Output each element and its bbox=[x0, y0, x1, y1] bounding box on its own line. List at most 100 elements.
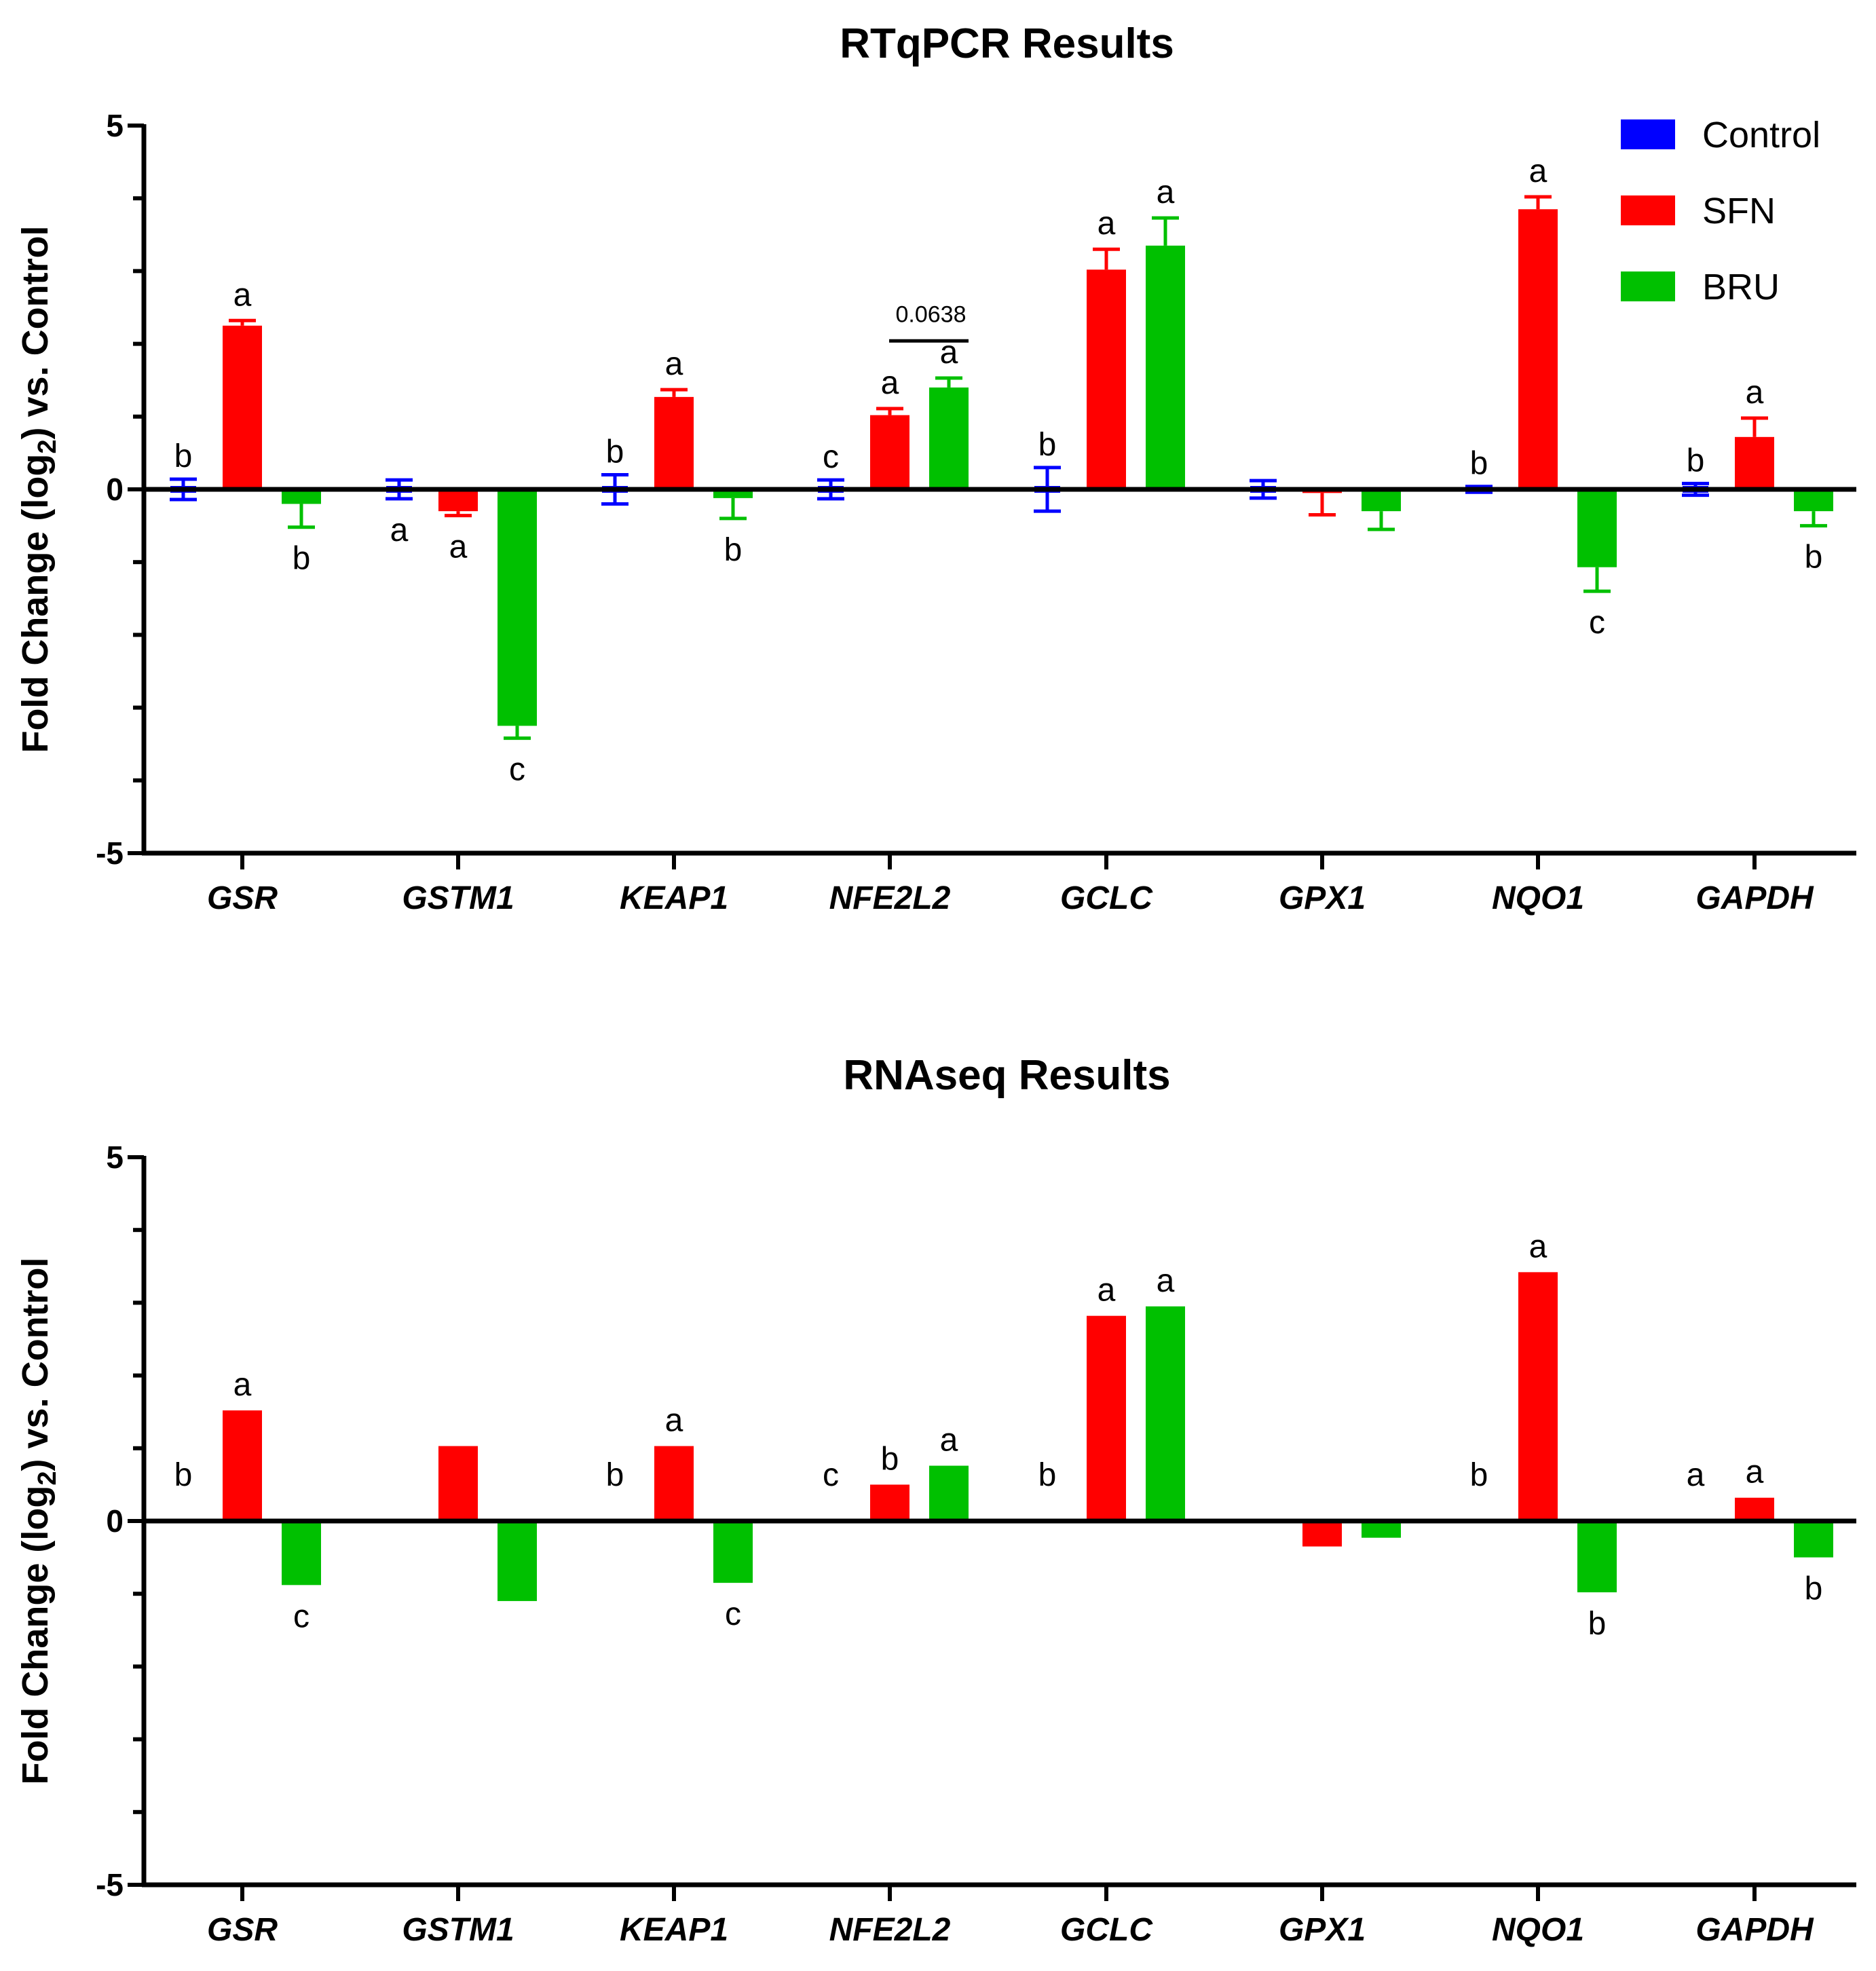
bar-sfn-gapdh bbox=[1735, 436, 1774, 489]
significance-letter: c bbox=[509, 752, 525, 788]
bar-bru-gsr bbox=[282, 489, 321, 504]
bar-sfn-gpx1 bbox=[1302, 1521, 1342, 1547]
y-tick-label: 0 bbox=[106, 1503, 124, 1539]
x-tick-label-gsr: GSR bbox=[207, 880, 278, 916]
y-axis-label: Fold Change (log2) vs. Control bbox=[15, 225, 62, 753]
legend-swatch-control bbox=[1621, 119, 1675, 149]
y-tick-label: 5 bbox=[106, 1140, 124, 1175]
significance-letter: a bbox=[233, 277, 252, 313]
x-tick-label-gstm1: GSTM1 bbox=[402, 880, 514, 916]
significance-letter: c bbox=[725, 1596, 741, 1632]
significance-letter: a bbox=[1687, 1457, 1705, 1493]
x-tick-label-nqo1: NQO1 bbox=[1492, 1912, 1584, 1948]
bar-sfn-nqo1 bbox=[1518, 1272, 1558, 1521]
significance-letter: b bbox=[293, 541, 311, 577]
y-tick-label: 0 bbox=[106, 472, 124, 507]
significance-letter: a bbox=[665, 1403, 683, 1439]
x-tick-label-gsr: GSR bbox=[207, 1912, 278, 1948]
x-tick-label-gstm1: GSTM1 bbox=[402, 1912, 514, 1948]
bar-bru-gpx1 bbox=[1362, 1521, 1401, 1538]
significance-letter: b bbox=[174, 1457, 193, 1493]
significance-letter: b bbox=[1588, 1606, 1607, 1642]
significance-letter: a bbox=[1157, 174, 1175, 210]
bar-sfn-keap1 bbox=[654, 1446, 694, 1521]
y-axis-label: Fold Change (log2) vs. Control bbox=[15, 1257, 62, 1784]
significance-letter: b bbox=[1805, 1571, 1823, 1607]
bar-sfn-gclc bbox=[1087, 269, 1126, 489]
bar-bru-nfe2l2 bbox=[929, 387, 969, 489]
significance-letter: b bbox=[1038, 1457, 1057, 1493]
bar-sfn-gsr bbox=[223, 1410, 262, 1521]
y-tick-label: 5 bbox=[106, 108, 124, 143]
bar-sfn-nfe2l2 bbox=[870, 415, 909, 489]
significance-letter: a bbox=[390, 512, 409, 548]
bar-bru-gapdh bbox=[1794, 1521, 1833, 1558]
significance-letter: a bbox=[881, 365, 899, 401]
significance-letter: b bbox=[1687, 443, 1705, 478]
significance-letter: a bbox=[1157, 1263, 1175, 1299]
significance-letter: a bbox=[1098, 1273, 1116, 1309]
legend-label-sfn: SFN bbox=[1702, 191, 1776, 231]
bar-sfn-gstm1 bbox=[438, 1446, 478, 1521]
x-tick-label-keap1: KEAP1 bbox=[620, 880, 728, 916]
legend-swatch-bru bbox=[1621, 271, 1675, 301]
chart-panel-2: RNAseq Results Fold Change (log2) vs. Con… bbox=[15, 1052, 1856, 1948]
significance-letter: c bbox=[1589, 605, 1605, 641]
significance-letter: a bbox=[1746, 375, 1764, 411]
bar-bru-nfe2l2 bbox=[929, 1465, 969, 1521]
x-tick-label-gapdh: GAPDH bbox=[1695, 1912, 1814, 1948]
significance-letter: a bbox=[665, 346, 683, 382]
y-tick-label: -5 bbox=[96, 1867, 124, 1902]
legend-swatch-sfn bbox=[1621, 195, 1675, 225]
bar-sfn-gsr bbox=[223, 325, 262, 489]
significance-letter: b bbox=[724, 532, 743, 568]
bar-bru-gpx1 bbox=[1362, 489, 1401, 512]
significance-letter: a bbox=[1529, 1228, 1547, 1264]
x-tick-label-gclc: GCLC bbox=[1060, 880, 1153, 916]
bar-bru-gapdh bbox=[1794, 489, 1833, 512]
significance-letter: b bbox=[1470, 1457, 1488, 1493]
y-tick-label: -5 bbox=[96, 836, 124, 871]
bar-sfn-gapdh bbox=[1735, 1497, 1774, 1521]
bar-bru-gstm1 bbox=[498, 1521, 537, 1601]
bar-bru-gsr bbox=[282, 1521, 321, 1585]
bar-bru-nqo1 bbox=[1577, 489, 1617, 567]
p-value-annotation: 0.0638 bbox=[896, 301, 967, 327]
significance-letter: a bbox=[233, 1367, 252, 1403]
bar-sfn-nqo1 bbox=[1518, 209, 1558, 489]
significance-letter: b bbox=[606, 1457, 624, 1493]
chart-title: RTqPCR Results bbox=[840, 20, 1174, 67]
x-tick-label-nfe2l2: NFE2L2 bbox=[829, 1912, 951, 1948]
chart-title: RNAseq Results bbox=[843, 1052, 1170, 1099]
significance-letter: a bbox=[449, 529, 468, 565]
x-tick-label-nfe2l2: NFE2L2 bbox=[829, 880, 951, 916]
significance-letter: c bbox=[823, 439, 839, 475]
significance-letter: c bbox=[823, 1457, 839, 1493]
significance-letter: a bbox=[940, 1423, 958, 1459]
chart-panel-1: RTqPCR Results Fold Change (log2) vs. Con… bbox=[15, 20, 1856, 916]
significance-letter: b bbox=[881, 1441, 899, 1477]
bar-bru-nqo1 bbox=[1577, 1521, 1617, 1593]
x-tick-label-gapdh: GAPDH bbox=[1695, 880, 1814, 916]
bar-bru-gclc bbox=[1146, 245, 1185, 489]
bar-sfn-keap1 bbox=[654, 396, 694, 489]
significance-letter: b bbox=[606, 434, 624, 470]
significance-letter: a bbox=[1529, 153, 1547, 189]
bar-sfn-gclc bbox=[1087, 1315, 1126, 1521]
significance-letter: a bbox=[1746, 1454, 1764, 1490]
bar-bru-gstm1 bbox=[498, 489, 537, 726]
bar-bru-keap1 bbox=[713, 1521, 753, 1583]
legend-label-bru: BRU bbox=[1702, 267, 1780, 307]
bar-sfn-gstm1 bbox=[438, 489, 478, 512]
significance-letter: b bbox=[1805, 540, 1823, 576]
significance-letter: a bbox=[1098, 206, 1116, 242]
x-tick-label-gpx1: GPX1 bbox=[1279, 1912, 1366, 1948]
bar-sfn-nfe2l2 bbox=[870, 1484, 909, 1521]
legend: Control SFN BRU bbox=[1621, 115, 1820, 307]
significance-letter: b bbox=[174, 438, 193, 474]
significance-letter: b bbox=[1038, 427, 1057, 463]
x-tick-label-keap1: KEAP1 bbox=[620, 1912, 728, 1948]
significance-letter: c bbox=[293, 1598, 309, 1634]
legend-label-control: Control bbox=[1702, 115, 1820, 155]
